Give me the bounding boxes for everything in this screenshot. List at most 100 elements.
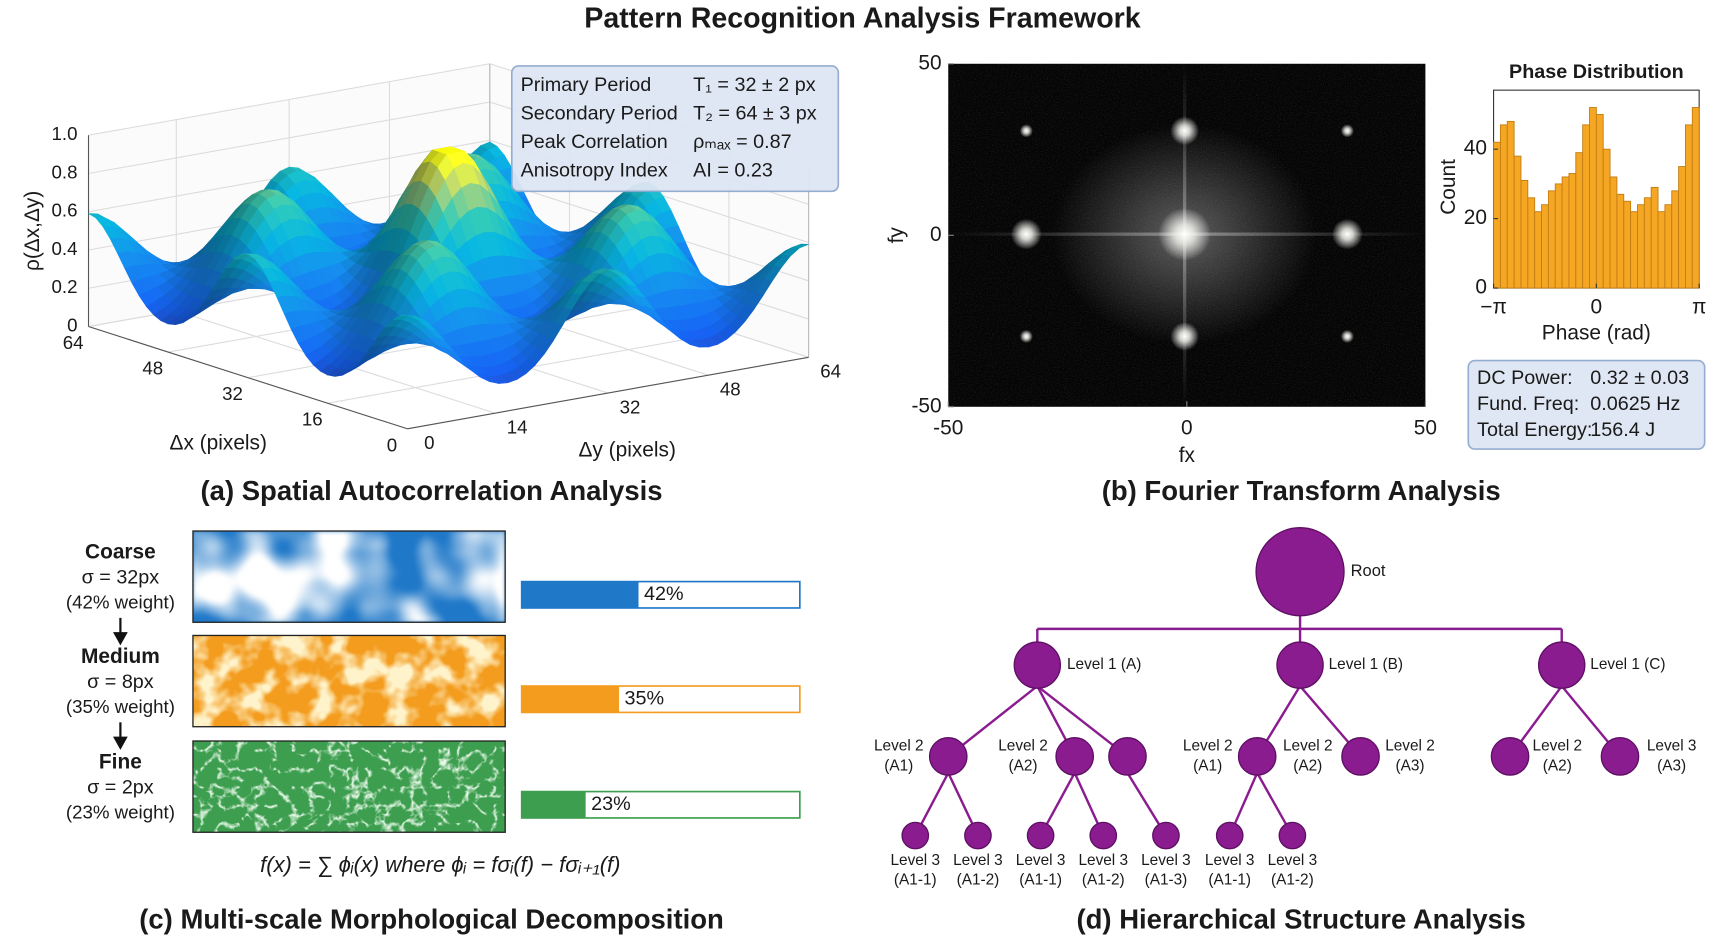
stat-value: ρₘₐₓ = 0.87: [693, 131, 791, 153]
tree-label: Level 3: [1078, 852, 1128, 869]
scale-weight: (35% weight): [66, 696, 175, 717]
y-tick-label: 0: [1475, 276, 1487, 299]
weight-label: 23%: [591, 793, 631, 815]
histogram-bar: [1527, 197, 1536, 289]
scale-texture: [192, 741, 506, 833]
tree-node: [1278, 821, 1307, 850]
tree-label: Level 3: [953, 852, 1003, 869]
scale-image-frame: [192, 740, 506, 833]
tree-label: (A1-1): [894, 872, 937, 889]
y-tick-label: 48: [720, 379, 741, 400]
panel-caption: (c) Multi-scale Morphological Decomposit…: [139, 904, 724, 935]
x-tick-label: 32: [222, 383, 243, 404]
histogram-bar: [1643, 197, 1652, 289]
figure-title: Pattern Recognition Analysis Framework: [584, 2, 1140, 34]
histogram-bar: [1623, 200, 1632, 289]
tree-label: Level 1 (A): [1067, 656, 1141, 673]
tree-label: (A1-3): [1145, 872, 1188, 889]
tree-label: (A1): [1193, 757, 1222, 774]
histogram-bar: [1664, 204, 1673, 289]
x-tick-label: 0: [1181, 416, 1193, 439]
spectrum-peak: [1019, 329, 1033, 344]
stat-name: Secondary Period: [521, 103, 678, 125]
z-tick-label: 0.6: [52, 200, 78, 221]
tree-node: [928, 737, 968, 776]
panel-caption: (a) Spatial Autocorrelation Analysis: [201, 475, 663, 506]
y-tick-label: 40: [1464, 137, 1487, 160]
tree-label: Level 2: [874, 738, 924, 755]
tree-label: Level 2: [1283, 738, 1333, 755]
tree-node: [1108, 737, 1147, 776]
tree-label: Level 3: [1205, 852, 1255, 869]
panel-caption: (d) Hierarchical Structure Analysis: [1077, 904, 1526, 935]
scale-name: Coarse: [85, 541, 156, 564]
tree-node: [1490, 737, 1530, 776]
stats-box: [510, 65, 840, 193]
x-tick-label: 48: [142, 358, 163, 379]
tree-node: [1537, 641, 1586, 689]
scale-name: Fine: [99, 751, 142, 774]
z-tick-label: 0.2: [52, 276, 78, 297]
stat-value: 0.0625 Hz: [1590, 393, 1680, 415]
histogram-bar: [1575, 152, 1584, 289]
y-tick-label: 50: [918, 51, 941, 74]
stat-name: DC Power:: [1477, 367, 1573, 389]
panel-caption: (b) Fourier Transform Analysis: [1102, 475, 1501, 506]
scale-texture: [192, 635, 506, 727]
formula: f(x) = ∑ ϕᵢ(x) where ϕᵢ = fσᵢ(f) − fσᵢ₊₁…: [260, 852, 620, 877]
spectrum-peak: [1019, 124, 1033, 138]
stats-box: [1467, 359, 1706, 450]
x-tick-label: 50: [1414, 416, 1437, 439]
weight-label: 42%: [644, 583, 684, 605]
scale-sigma: σ = 2px: [87, 776, 154, 798]
tree-label: Level 3: [1141, 852, 1191, 869]
tree-label: Level 2: [1533, 738, 1583, 755]
tree-label: Level 3: [1268, 852, 1318, 869]
spectrum-peak: [1010, 218, 1042, 250]
scale-image-frame: [192, 634, 506, 728]
tree-node: [964, 821, 992, 850]
scale-texture: [192, 531, 506, 623]
tree-label: (A1-2): [1082, 872, 1125, 889]
axis-line: [407, 356, 809, 430]
spectrum-peak: [1331, 218, 1363, 250]
tree-label: Level 3: [1016, 852, 1066, 869]
tree-node: [1089, 821, 1118, 850]
surface: [88, 141, 809, 385]
y-axis-label: fy: [885, 227, 908, 244]
y-tick-label: 64: [820, 361, 841, 382]
tree-node: [1013, 641, 1062, 689]
stat-value: 156.4 J: [1590, 419, 1655, 441]
x-axis-label: Δx (pixels): [170, 432, 267, 455]
y-tick-label: 20: [1464, 206, 1487, 229]
x-tick-label: 0: [387, 434, 397, 455]
histogram-bar: [1685, 124, 1693, 289]
x-tick-label: 64: [63, 332, 84, 353]
tree-label: (A2): [1543, 757, 1572, 774]
stat-value: AI = 0.23: [693, 160, 773, 182]
tree-node: [1237, 737, 1277, 776]
histogram-bar: [1568, 173, 1577, 289]
x-tick-label: π: [1692, 295, 1706, 318]
spectrum-peak: [1158, 207, 1212, 261]
tree-node: [901, 821, 930, 850]
spectrum-peak: [1170, 116, 1199, 146]
y-axis-label: Count: [1437, 159, 1460, 215]
surface-patch: [400, 315, 417, 317]
y-tick-label: 14: [507, 416, 528, 437]
tree-label: (A1-1): [1208, 872, 1251, 889]
histogram-bar: [1671, 190, 1680, 289]
tree-label: (A3): [1395, 757, 1424, 774]
scale-weight: (42% weight): [66, 592, 175, 613]
weight-label: 35%: [625, 687, 665, 709]
tree-label: (A3): [1657, 757, 1686, 774]
stat-name: Anisotropy Index: [521, 160, 668, 182]
histogram-bar: [1630, 211, 1638, 289]
histogram-bar: [1589, 107, 1597, 289]
x-tick-label: 0: [1591, 295, 1603, 318]
stat-value: T₂ = 64 ± 3 px: [693, 103, 817, 125]
z-tick-label: 0: [67, 314, 77, 335]
stat-value: T₁ = 32 ± 2 px: [693, 74, 816, 96]
histogram-bar: [1534, 211, 1542, 289]
